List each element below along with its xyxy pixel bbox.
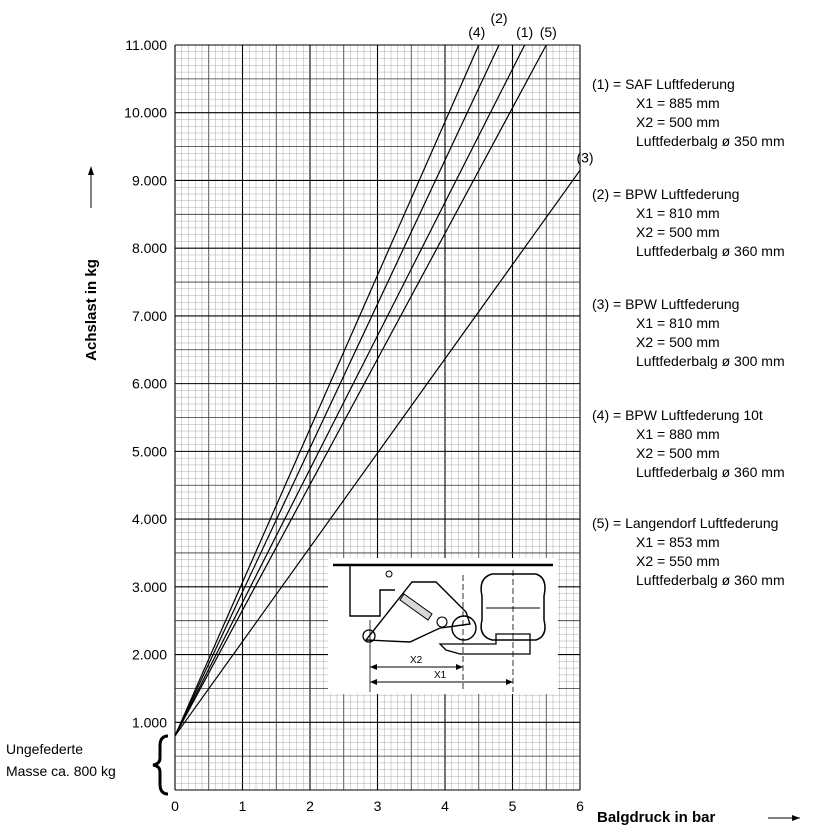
y-tick-label: 8.000 bbox=[132, 240, 167, 256]
x-tick-label: 6 bbox=[576, 798, 584, 814]
series-line-4 bbox=[174, 44, 480, 737]
diagram-x2-arrow-right bbox=[456, 664, 463, 670]
diagram-x2-label: X2 bbox=[410, 655, 423, 666]
legend-1-x2: X2 = 500 mm bbox=[636, 114, 720, 130]
y-axis-arrow-head bbox=[88, 166, 94, 175]
unsprung-mass-brace bbox=[152, 734, 169, 796]
x-tick-label: 4 bbox=[441, 798, 449, 814]
legend-4-header: (4) = BPW Luftfederung 10t bbox=[592, 407, 763, 423]
series-label-1: (1) bbox=[516, 24, 533, 40]
legend-5-balg: Luftfederbalg ø 360 mm bbox=[636, 572, 785, 588]
chart-curves bbox=[174, 44, 581, 737]
y-tick-label: 1.000 bbox=[132, 714, 167, 730]
series-line-1 bbox=[174, 44, 526, 737]
diagram-x1-label: X1 bbox=[434, 670, 447, 681]
legend-5-x1: X1 = 853 mm bbox=[636, 534, 720, 550]
legend-2-header: (2) = BPW Luftfederung bbox=[592, 186, 739, 202]
curve-labels: (1) (2) (3) (4) (5) bbox=[468, 10, 593, 165]
y-tick-label: 10.000 bbox=[124, 105, 167, 121]
series-label-2: (2) bbox=[490, 10, 507, 26]
legend-4-x1: X1 = 880 mm bbox=[636, 426, 720, 442]
x-axis-title: Balgdruck in bar bbox=[597, 809, 716, 826]
axis-ticks: 0 1 2 3 4 5 6 1.000 2.000 3.000 4.000 5.000 6.000 7.0… bbox=[124, 37, 584, 814]
series-label-5: (5) bbox=[540, 24, 557, 40]
x-tick-label: 5 bbox=[509, 798, 517, 814]
x-tick-label: 2 bbox=[306, 798, 314, 814]
series-label-3: (3) bbox=[576, 149, 593, 165]
legend-3-header: (3) = BPW Luftfederung bbox=[592, 296, 739, 312]
y-tick-label: 6.000 bbox=[132, 376, 167, 392]
unsprung-mass-label-line2: Masse ca. 800 kg bbox=[6, 763, 116, 779]
x-tick-label: 0 bbox=[171, 798, 179, 814]
series-line-2 bbox=[174, 44, 500, 737]
diagram-shock-mount bbox=[385, 570, 393, 578]
diagram-bellow-base bbox=[438, 633, 531, 655]
y-tick-label: 2.000 bbox=[132, 647, 167, 663]
diagram-pivot-eye bbox=[362, 629, 376, 643]
diagram-axle bbox=[451, 615, 477, 641]
legend-1-x1: X1 = 885 mm bbox=[636, 95, 720, 111]
diagram-trailing-arm bbox=[364, 581, 471, 643]
diagram-x1-arrow-left bbox=[370, 679, 377, 685]
series-line-3 bbox=[174, 169, 581, 737]
series-label-4: (4) bbox=[468, 24, 485, 40]
diagram-shock-lower-eye bbox=[436, 616, 448, 628]
diagram-hanger-bracket bbox=[349, 565, 395, 617]
legend-4-x2: X2 = 500 mm bbox=[636, 445, 720, 461]
legend-3-x2: X2 = 500 mm bbox=[636, 334, 720, 350]
y-tick-label: 7.000 bbox=[132, 308, 167, 324]
y-tick-label: 4.000 bbox=[132, 511, 167, 527]
legend-2-x1: X1 = 810 mm bbox=[636, 205, 720, 221]
legend-4-balg: Luftfederbalg ø 360 mm bbox=[636, 464, 785, 480]
y-tick-label: 5.000 bbox=[132, 443, 167, 459]
y-tick-label: 3.000 bbox=[132, 579, 167, 595]
y-axis-title: Achslast in kg bbox=[83, 259, 100, 361]
unsprung-mass-label-line1: Ungefederte bbox=[6, 741, 83, 757]
x-tick-label: 3 bbox=[374, 798, 382, 814]
diagram-x1-arrow-right bbox=[506, 679, 513, 685]
legend-5-x2: X2 = 550 mm bbox=[636, 553, 720, 569]
diagram-x2-arrow-left bbox=[370, 664, 377, 670]
legend-3-x1: X1 = 810 mm bbox=[636, 315, 720, 331]
legend-1-header: (1) = SAF Luftfederung bbox=[592, 76, 735, 92]
legend-2-x2: X2 = 500 mm bbox=[636, 224, 720, 240]
legend-2-balg: Luftfederbalg ø 360 mm bbox=[636, 243, 785, 259]
legend: (1) = SAF Luftfederung X1 = 885 mm X2 = … bbox=[592, 76, 785, 588]
x-axis-arrow-head bbox=[792, 815, 800, 821]
x-tick-label: 1 bbox=[239, 798, 247, 814]
suspension-diagram: X2 X1 bbox=[328, 558, 558, 694]
series-line-5 bbox=[174, 44, 547, 737]
legend-3-balg: Luftfederbalg ø 300 mm bbox=[636, 353, 785, 369]
diagram-shock-absorber bbox=[399, 593, 433, 621]
y-tick-label: 9.000 bbox=[132, 172, 167, 188]
legend-5-header: (5) = Langendorf Luftfederung bbox=[592, 515, 778, 531]
y-tick-label: 11.000 bbox=[125, 37, 167, 53]
legend-1-balg: Luftfederbalg ø 350 mm bbox=[636, 133, 785, 149]
